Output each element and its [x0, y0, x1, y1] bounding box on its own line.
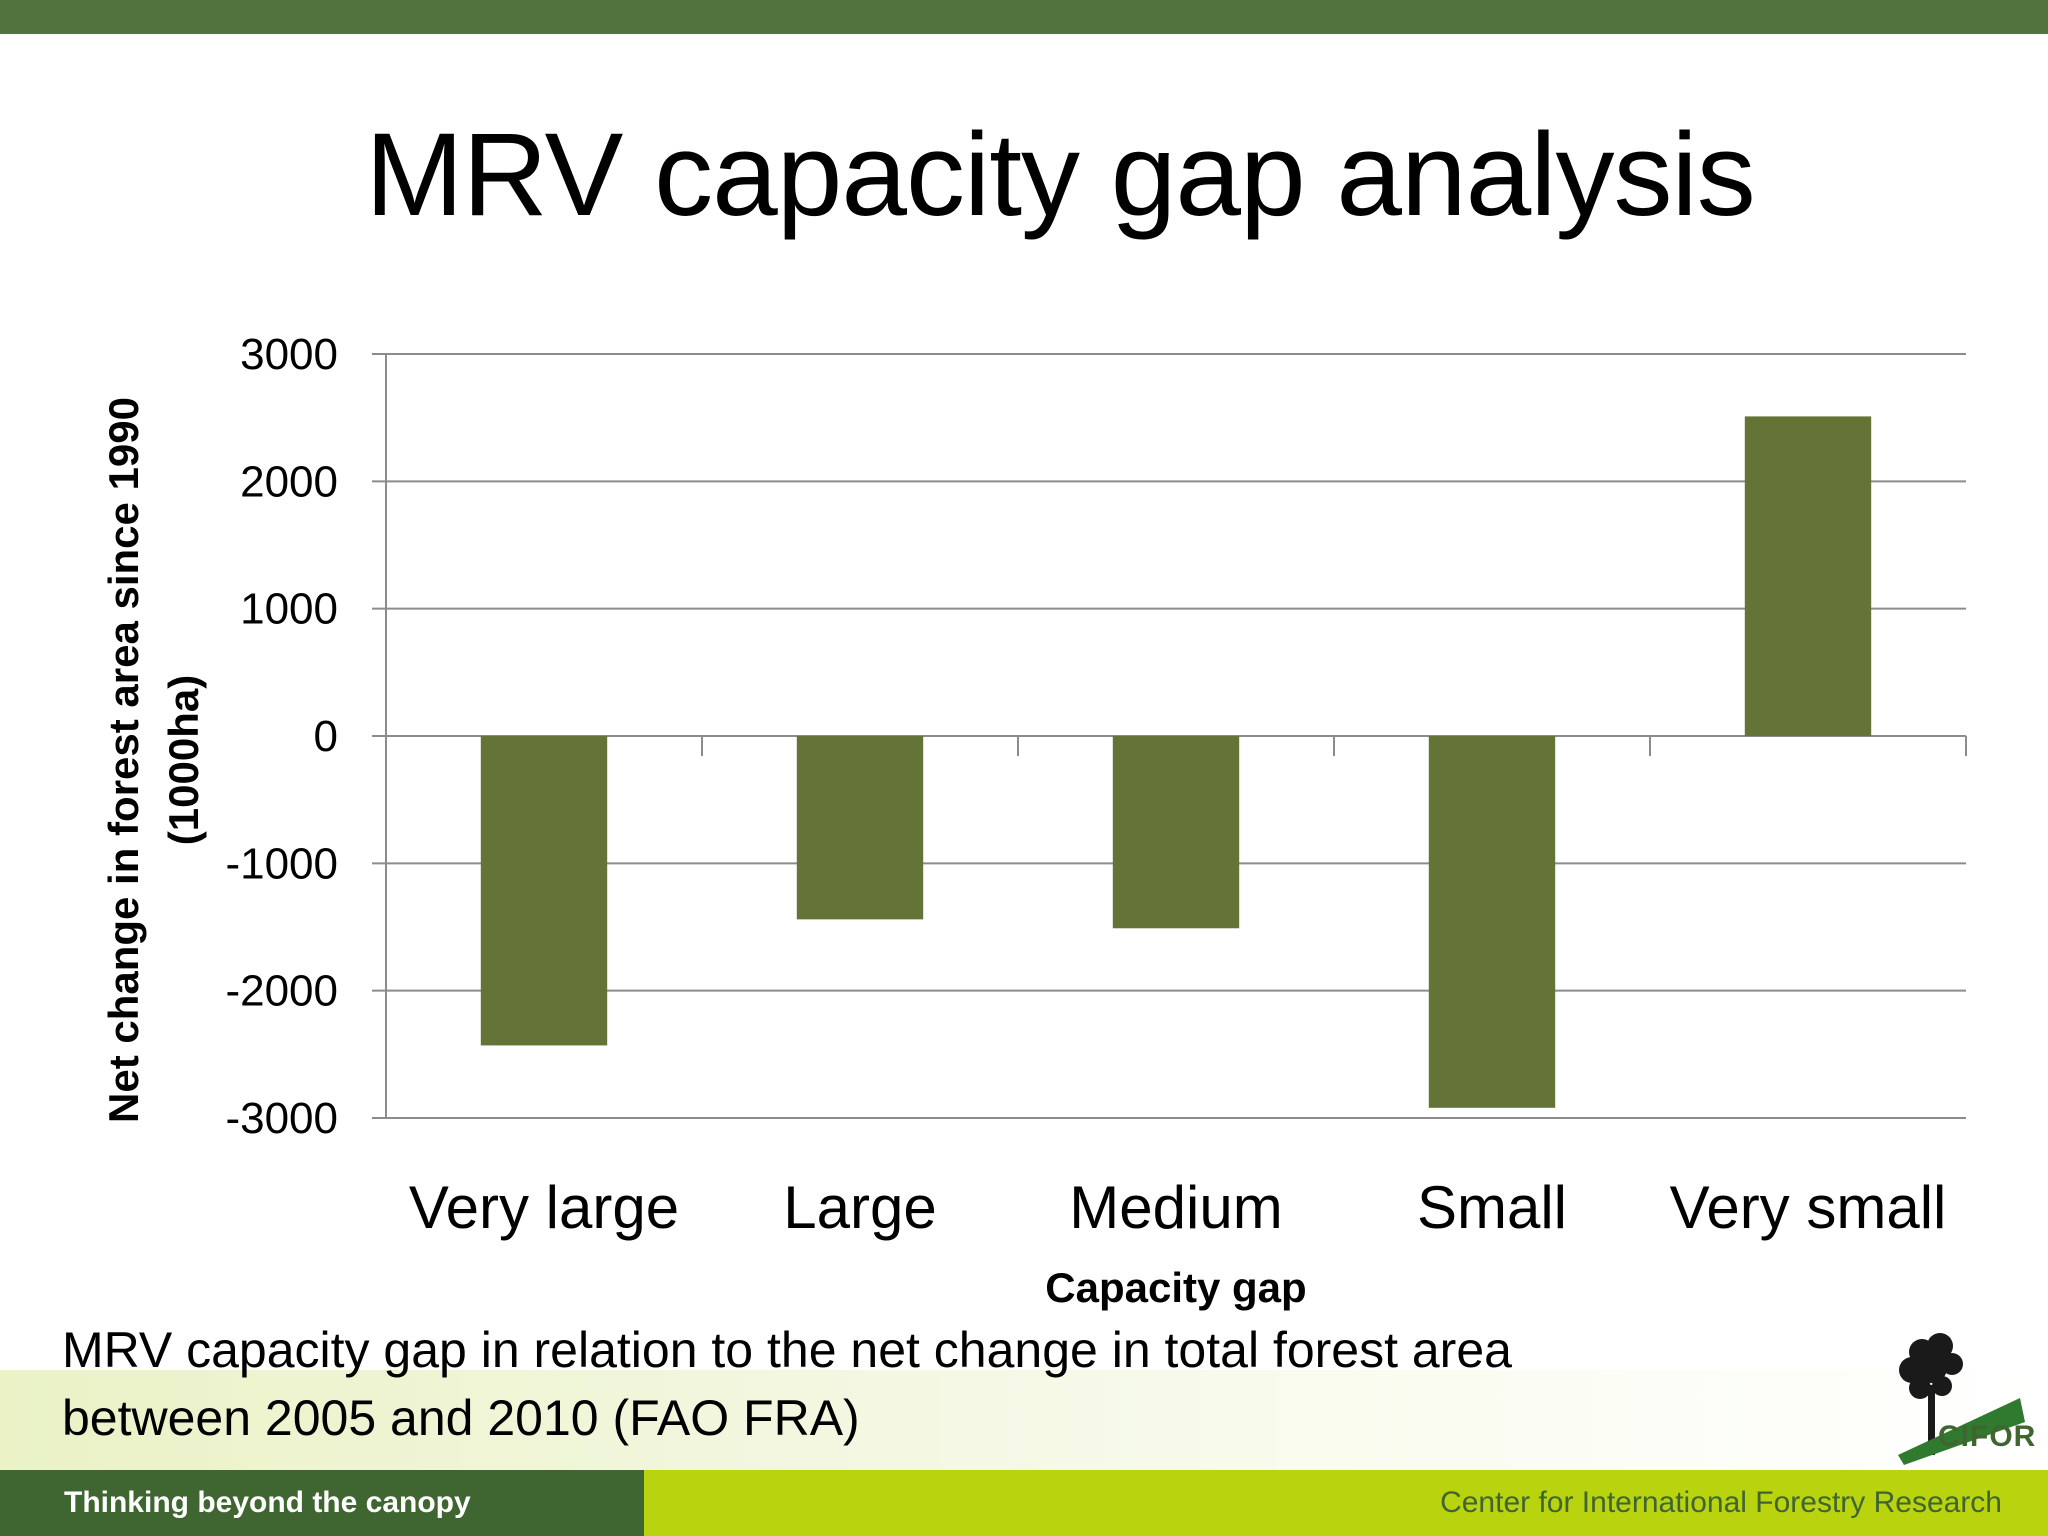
x-axis-title: Capacity gap [1045, 1264, 1306, 1311]
bar-very-small [1744, 416, 1872, 736]
slide-caption: MRV capacity gap in relation to the net … [62, 1316, 1762, 1452]
bar-small [1428, 736, 1556, 1108]
y-tick-label: -3000 [225, 1094, 338, 1143]
caption-line-2: between 2005 and 2010 (FAO FRA) [62, 1390, 860, 1446]
y-axis-title-line-2: (1000ha) [160, 675, 207, 845]
bottom-gradient-wash [0, 1370, 2048, 1470]
caption-line-1: MRV capacity gap in relation to the net … [62, 1322, 1512, 1378]
logo-text: CIFOR [1938, 1420, 2037, 1453]
y-tick-label: 0 [314, 712, 338, 761]
bar-chart: 3000 2000 1000 0 -1000 -2000 -3000 Very large La… [100, 330, 1967, 1311]
y-tick-label: 3000 [240, 330, 338, 379]
cifor-tree-logo-icon [1898, 1333, 2025, 1465]
bar-very-large [480, 736, 608, 1046]
x-category-label: Large [783, 1174, 936, 1241]
y-tick-label: -1000 [225, 839, 338, 888]
y-tick-label: 1000 [240, 585, 338, 634]
bar-large [796, 736, 924, 920]
footer-organization: Center for International Forestry Resear… [644, 1470, 2048, 1536]
y-axis-title-line-1: Net change in forest area since 1990 [100, 397, 147, 1123]
footer-tagline: Thinking beyond the canopy [0, 1470, 644, 1536]
y-tick-label: 2000 [240, 457, 338, 506]
x-category-label: Very small [1670, 1174, 1947, 1241]
top-accent-bar [0, 0, 2048, 34]
x-category-label: Small [1417, 1174, 1567, 1241]
y-tick-label: -2000 [225, 967, 338, 1016]
slide-title: MRV capacity gap analysis [365, 109, 1756, 241]
x-category-label: Very large [409, 1174, 679, 1241]
bar-medium [1112, 736, 1240, 929]
x-category-label: Medium [1069, 1174, 1282, 1241]
